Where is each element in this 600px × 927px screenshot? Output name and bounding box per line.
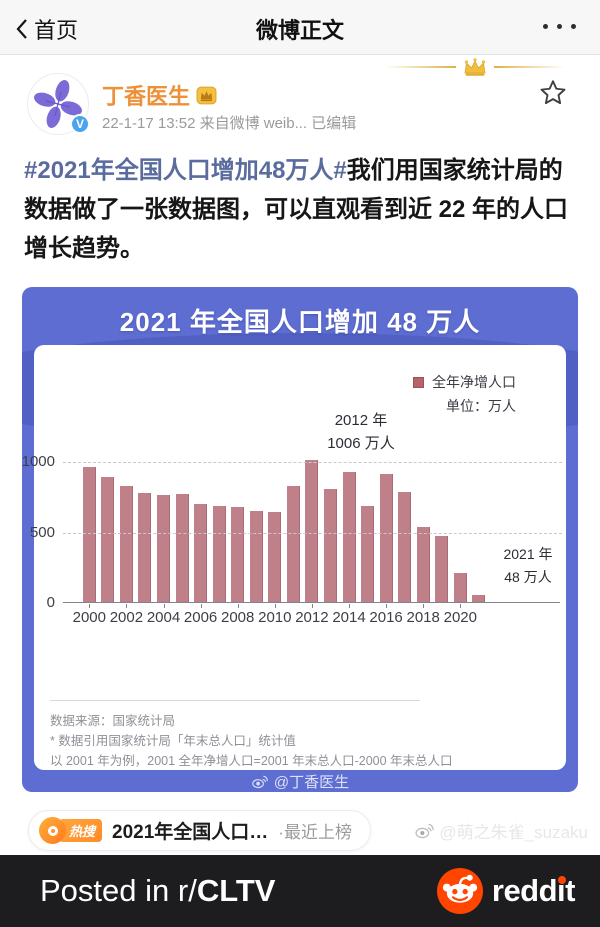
chart-panel: 全年净增人口 单位：万人 2012 年 1006 万人 2021 年 48 万人…: [22, 345, 566, 770]
reddit-wordmark: reddit: [491, 873, 576, 908]
hot-search-pill[interactable]: 热搜 2021年全国人口… ·最近上榜: [28, 810, 371, 851]
bar-2002: [119, 485, 133, 602]
bar-2018: [416, 527, 430, 602]
x-tick-mark: [163, 604, 165, 608]
reddit-snoo-icon: [436, 868, 483, 914]
bar-2000: [82, 467, 96, 602]
x-tick-mark: [126, 604, 128, 608]
x-tick-label: 2008: [221, 609, 255, 626]
verified-v-badge: V: [70, 114, 90, 134]
legend-label: 全年净增人口: [432, 374, 516, 390]
post-meta: 22-1-17 13:52 来自微博 weib... 已编辑: [102, 115, 357, 132]
chart-title: 2021 年全国人口增加 48 万人: [119, 307, 481, 337]
footnote-1: * 数据引用国家统计局「年末总人口」统计值: [50, 734, 296, 748]
vip-crown-decoration: [385, 57, 565, 77]
reddit-banner-text: Posted in r/CLTV: [40, 873, 276, 908]
x-tick-label: 2020: [443, 609, 477, 626]
bar-2003: [138, 492, 152, 602]
x-tick-mark: [460, 604, 462, 608]
back-button[interactable]: 首页: [14, 13, 78, 45]
bar-2012: [305, 460, 319, 602]
x-tick-label: 2004: [146, 609, 181, 626]
bar-2017: [398, 492, 412, 602]
hot-tag-label: 热搜: [59, 819, 103, 842]
hot-search-suffix: ·最近上榜: [278, 823, 352, 842]
unit-label: 单位：万人: [446, 398, 516, 414]
bar-2005: [175, 493, 189, 602]
chevron-left-icon: [16, 19, 27, 39]
footnote-2: 以 2001 年为例，2001 全年净增人口=2001 年末总人口-2000 年…: [50, 754, 453, 768]
x-tick-mark: [349, 604, 350, 608]
bar-2009: [249, 510, 263, 602]
x-tick-label: 2006: [183, 609, 218, 626]
bar-2006: [194, 504, 208, 602]
bar-2010: [268, 511, 282, 602]
reddit-logo: reddit: [436, 868, 576, 914]
bar-2020: [453, 573, 467, 602]
weibo-logo-icon: [252, 775, 268, 788]
avatar[interactable]: [27, 73, 89, 135]
page-title: 微博正文: [255, 18, 344, 43]
post-hashtag-link[interactable]: #2021年全国人口增加48万人#: [24, 157, 347, 184]
crown-icon: [464, 58, 486, 76]
hot-search-icon: 热搜: [39, 817, 103, 844]
reddit-banner: Posted in r/CLTV reddit: [0, 855, 600, 927]
bar-2011: [286, 485, 300, 602]
bar-2016: [379, 474, 393, 602]
chart-legend: 全年净增人口: [413, 372, 516, 392]
bar-2021: [472, 595, 486, 602]
bar-2019: [435, 536, 449, 602]
annotation-2021: 2021 年 48 万人: [503, 546, 553, 585]
x-tick-mark: [423, 604, 425, 608]
user-watermark: @萌之朱雀_suzaku: [414, 818, 588, 843]
y-tick-label: 500: [29, 523, 55, 541]
data-source-note: 数据来源：国家统计局: [50, 714, 176, 728]
x-tick-label: 2012: [295, 609, 329, 626]
chart-image[interactable]: 2021 年全国人口增加 48 万人 全年净增人口 单位：万人 2012 年 1…: [22, 287, 578, 792]
bar-2001: [101, 477, 115, 602]
weibo-watermark-icon: [415, 823, 435, 839]
x-tick-mark: [386, 604, 388, 608]
nav-bar: 首页 微博正文: [0, 0, 600, 55]
reddit-i-dot: [557, 876, 566, 884]
back-label: 首页: [34, 18, 79, 43]
bar-2013: [323, 488, 337, 602]
x-tick-label: 2018: [406, 609, 440, 626]
more-menu-button[interactable]: [543, 24, 576, 29]
x-tick-mark: [237, 604, 239, 608]
x-tick-mark: [89, 604, 91, 608]
x-tick-label: 2010: [258, 609, 292, 626]
legend-swatch: [413, 376, 424, 388]
lilac-flower-logo: [34, 80, 82, 128]
favorite-star-icon[interactable]: [538, 78, 568, 108]
gridline: [63, 532, 562, 534]
bar-2015: [361, 506, 375, 602]
author-name[interactable]: 丁香医生: [102, 79, 217, 111]
bar-2014: [342, 472, 356, 602]
x-tick-label: 2016: [369, 609, 403, 626]
x-tick-label: 2014: [332, 609, 366, 626]
bar-2008: [231, 507, 245, 602]
x-tick-mark: [274, 604, 276, 608]
hot-search-text: 2021年全国人口…: [112, 822, 269, 843]
x-tick-label: 2002: [109, 609, 144, 626]
x-tick-mark: [311, 604, 313, 608]
subreddit-name: CLTV: [196, 873, 276, 908]
bar-plot: 2000 2002 2004 2006 2008 2010 2012 2014 2016 2018…: [22, 453, 562, 626]
post-body-text: 我们用国家统计局的数据做了一张数据图，可以直观看到近 22 年的人口增长趋势。: [24, 157, 569, 262]
x-tick-label: 2000: [72, 609, 106, 626]
bar-2004: [157, 494, 170, 602]
hot-search-row: 热搜 2021年全国人口… ·最近上榜 @萌之朱雀_suzaku: [0, 808, 600, 854]
y-tick-label: 1000: [22, 453, 55, 470]
x-tick-mark: [200, 604, 202, 608]
annotation-2012: 2012 年 1006 万人: [327, 412, 395, 452]
gridline: [63, 462, 562, 463]
gold-member-badge-icon: [196, 86, 217, 104]
notes-divider: [50, 700, 420, 701]
chart-credit: @丁香医生: [22, 770, 578, 792]
post-text: #2021年全国人口增加48万人#我们用国家统计局的数据做了一张数据图，可以直观…: [24, 151, 580, 268]
y-tick-label: 0: [46, 594, 55, 611]
bar-2007: [212, 505, 226, 602]
